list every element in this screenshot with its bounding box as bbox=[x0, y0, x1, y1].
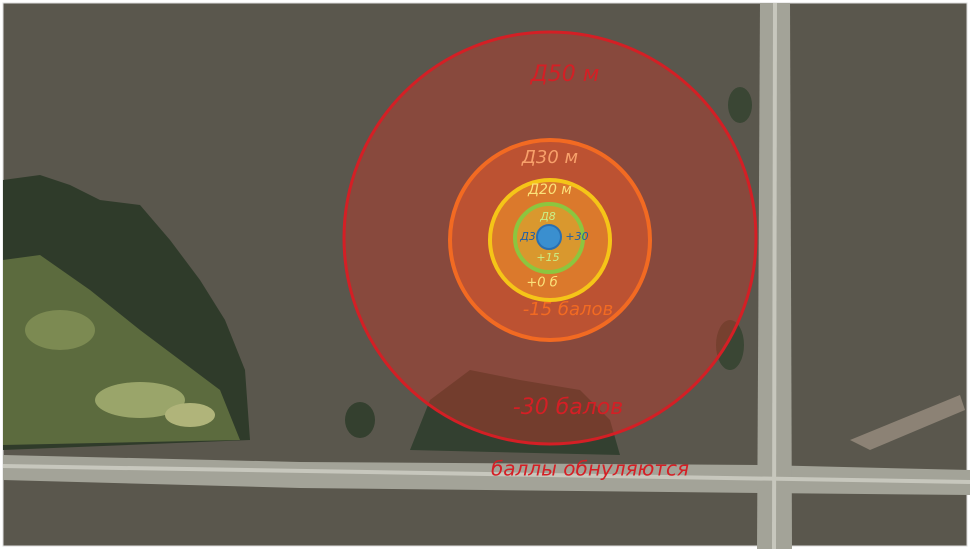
zone-diameter: Д50 м bbox=[530, 62, 600, 87]
outside-note: баллы обнуляются bbox=[491, 457, 689, 481]
zone-diameter: Д8 bbox=[539, 210, 556, 223]
zone-score: -15 балов bbox=[523, 299, 613, 320]
zone-diameter: Д3 bbox=[519, 230, 536, 243]
trees bbox=[3, 87, 752, 455]
zone-score: -30 балов bbox=[513, 395, 623, 420]
zone-score: +0 б bbox=[526, 276, 557, 291]
zone-score: +30 bbox=[565, 230, 588, 243]
zone-score: +15 bbox=[536, 251, 559, 264]
zone-circle bbox=[536, 224, 562, 250]
zones bbox=[342, 30, 758, 446]
zone-diameter: Д30 м bbox=[521, 147, 578, 168]
zone-diameter: Д20 м bbox=[527, 182, 572, 198]
